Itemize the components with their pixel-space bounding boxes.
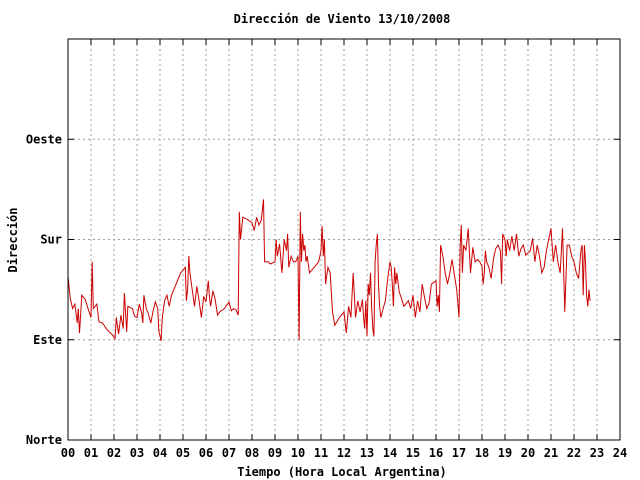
x-tick-label: 09 xyxy=(268,446,282,460)
x-tick-label: 07 xyxy=(222,446,236,460)
y-tick-label: Este xyxy=(33,333,62,347)
x-tick-label: 22 xyxy=(567,446,581,460)
grid-lines xyxy=(68,39,620,440)
x-tick-label: 08 xyxy=(245,446,259,460)
x-tick-label: 16 xyxy=(429,446,443,460)
x-tick-label: 01 xyxy=(84,446,98,460)
y-axis-ticks: Norte Este Sur Oeste xyxy=(26,132,620,447)
wind-direction-series-line xyxy=(67,199,591,342)
x-tick-label: 23 xyxy=(590,446,604,460)
x-tick-label: 20 xyxy=(521,446,535,460)
y-axis-label: Dirección xyxy=(6,207,20,272)
x-tick-label: 19 xyxy=(498,446,512,460)
x-axis-label: Tiempo (Hora Local Argentina) xyxy=(237,465,447,479)
x-tick-label: 21 xyxy=(544,446,558,460)
x-tick-label: 02 xyxy=(107,446,121,460)
x-tick-label: 17 xyxy=(452,446,466,460)
x-tick-label: 10 xyxy=(291,446,305,460)
x-tick-label: 12 xyxy=(337,446,351,460)
series-group xyxy=(67,199,591,342)
x-tick-label: 14 xyxy=(383,446,397,460)
x-tick-label: 11 xyxy=(314,446,328,460)
plot-frame xyxy=(67,38,621,441)
x-axis-ticks: 00 01 02 03 04 05 06 07 08 09 10 11 12 13 14 15 16 17 18 19… xyxy=(61,39,627,460)
chart-title: Dirección de Viento 13/10/2008 xyxy=(234,12,451,26)
y-tick-label: Norte xyxy=(26,433,62,447)
x-tick-label: 06 xyxy=(199,446,213,460)
y-tick-label: Sur xyxy=(40,233,62,247)
x-tick-label: 18 xyxy=(475,446,489,460)
x-tick-label: 03 xyxy=(130,446,144,460)
x-tick-label: 24 xyxy=(613,446,627,460)
x-tick-label: 04 xyxy=(153,446,167,460)
x-tick-label: 15 xyxy=(406,446,420,460)
x-tick-label: 13 xyxy=(360,446,374,460)
y-tick-label: Oeste xyxy=(26,132,62,146)
x-tick-label: 00 xyxy=(61,446,75,460)
x-tick-label: 05 xyxy=(176,446,190,460)
